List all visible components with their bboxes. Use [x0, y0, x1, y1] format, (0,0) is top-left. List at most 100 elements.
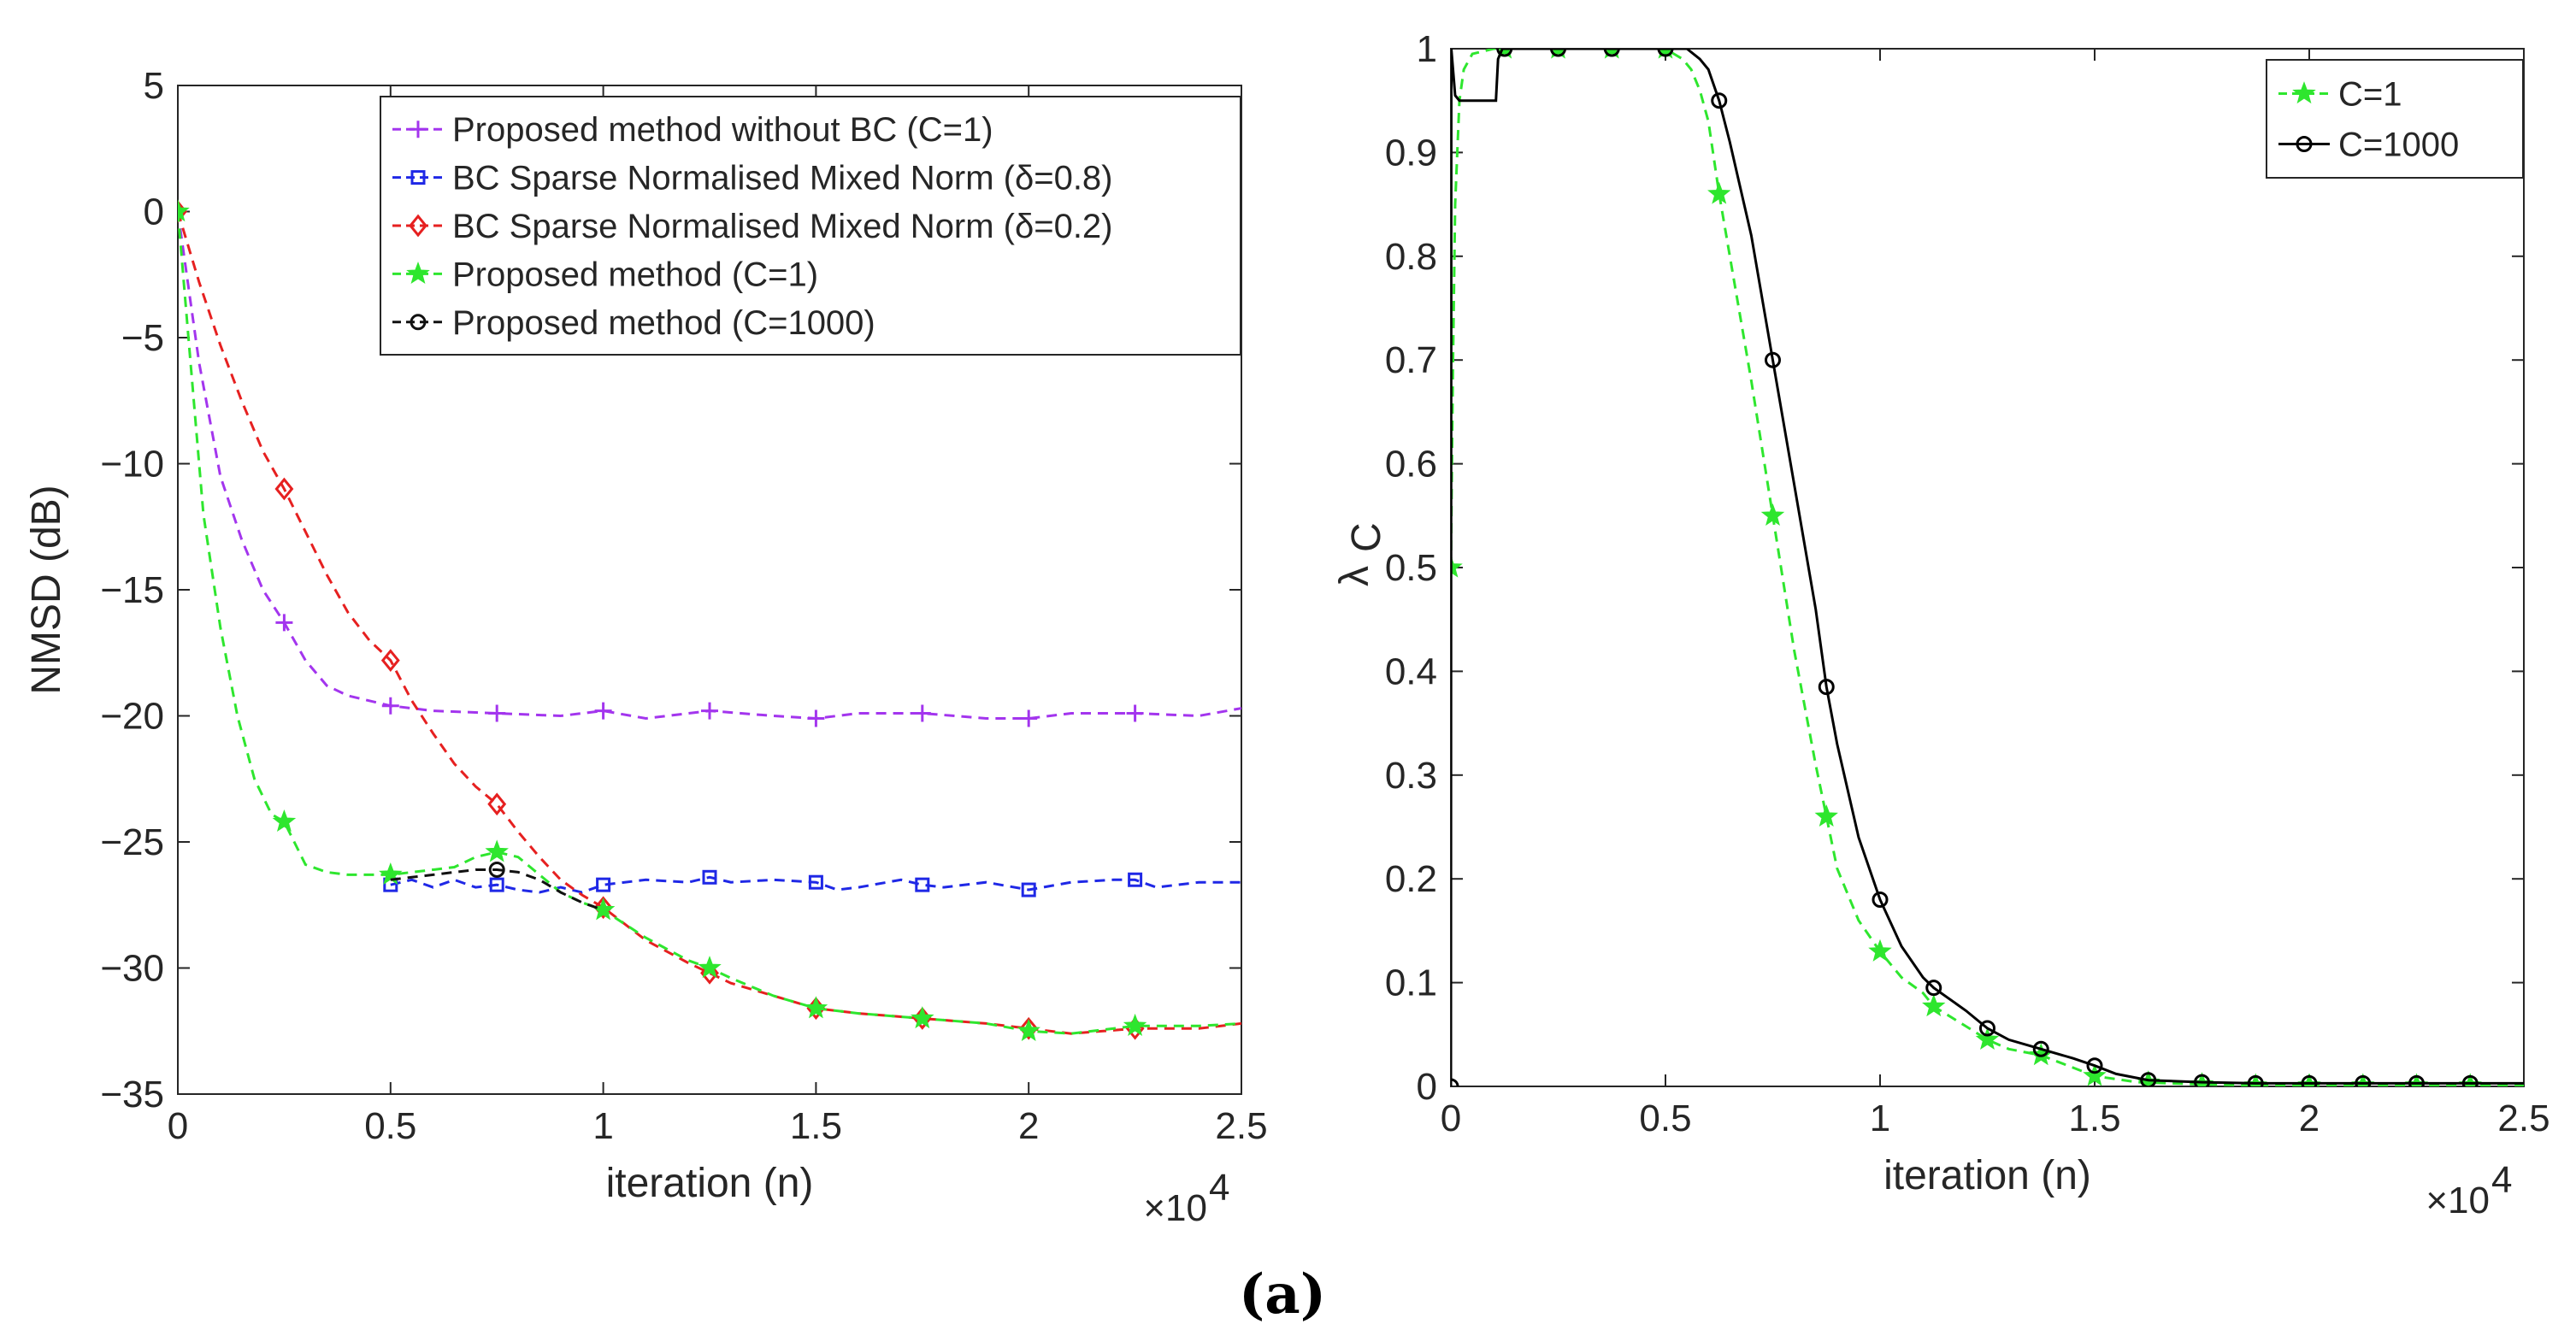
- legend-entry: Proposed method (C=1): [452, 256, 818, 293]
- series-marker-1: [702, 869, 717, 885]
- series-marker-0: [701, 702, 718, 720]
- series-marker-3: [178, 199, 190, 222]
- series-marker-1: [1021, 882, 1036, 897]
- y-axis-label: NMSD (dB): [24, 485, 69, 694]
- series-marker-1: [2194, 1074, 2210, 1086]
- series-marker-1: [1550, 49, 1566, 57]
- series-marker-2: [700, 962, 719, 985]
- y-axis-label-subscript: C: [1344, 522, 1389, 552]
- x-tick-label: 2.5: [2497, 1098, 2549, 1139]
- x-tick-label: 0: [1441, 1098, 1461, 1139]
- y-tick-label: 0.7: [1385, 339, 1437, 381]
- series-marker-1: [1872, 891, 1889, 908]
- legend-entry: BC Sparse Normalised Mixed Norm (δ=0.8): [452, 160, 1113, 197]
- series-marker-1: [2408, 1074, 2425, 1086]
- series-marker-2: [1019, 1016, 1039, 1040]
- x-axis-label: iteration (n): [1883, 1153, 2091, 1198]
- series-marker-3: [272, 809, 297, 833]
- y-tick-label: 0.6: [1385, 444, 1437, 486]
- series-marker-0: [275, 614, 293, 632]
- series-marker-1: [808, 874, 823, 890]
- y-tick-label: 0.5: [1385, 547, 1437, 589]
- series-marker-1: [1818, 679, 1835, 696]
- series-marker-1: [2355, 1074, 2372, 1086]
- series-marker-3: [485, 839, 509, 862]
- series-marker-1: [2461, 1074, 2479, 1086]
- x-exponent-power: 4: [2491, 1159, 2512, 1201]
- y-tick-label: 0.4: [1385, 650, 1437, 692]
- series-marker-1: [2247, 1074, 2264, 1086]
- y-axis-label: λ: [1332, 566, 1377, 586]
- series-marker-1: [1496, 49, 1513, 57]
- y-tick-label: −25: [100, 821, 164, 863]
- series-marker-1: [1925, 980, 1942, 997]
- series-marker-1: [489, 877, 504, 892]
- x-axis-label: iteration (n): [606, 1161, 814, 1206]
- legend-swatch-marker: [410, 170, 426, 185]
- series-marker-1: [1128, 872, 1143, 887]
- x-tick-label: 1: [592, 1105, 613, 1147]
- series-marker-0: [488, 704, 506, 722]
- y-tick-label: −30: [100, 948, 164, 990]
- plot-area: [1450, 48, 2525, 1087]
- series-marker-3: [1017, 1018, 1040, 1041]
- series-marker-3: [698, 956, 722, 979]
- series-marker-0: [1868, 939, 1892, 962]
- legend-box: [380, 96, 1241, 356]
- legend-swatch-marker: [410, 121, 427, 138]
- series-marker-2: [274, 477, 294, 501]
- series-marker-0: [594, 702, 612, 720]
- y-tick-label: 0.1: [1385, 962, 1437, 1004]
- series-line-1: [1451, 49, 2524, 1086]
- series-marker-0: [1126, 704, 1144, 722]
- legend-entry: Proposed method without BC (C=1): [452, 111, 993, 149]
- series-layer: [1451, 49, 2524, 1086]
- series-marker-4: [488, 861, 505, 878]
- series-marker-3: [911, 1006, 934, 1029]
- series-line-4: [390, 868, 604, 912]
- series-marker-1: [1603, 49, 1620, 57]
- series-layer: [178, 199, 1241, 1041]
- series-marker-0: [1975, 1027, 2000, 1050]
- legend-swatch-marker: [2296, 136, 2313, 152]
- y-tick-label: 0.3: [1385, 755, 1437, 797]
- series-marker-0: [1922, 994, 1946, 1017]
- series-marker-0: [1814, 803, 1838, 827]
- nmsd-chart: 0 0.5 1 1.5 2 2.5 5 0 −5 −10 −15 −20 −25 −30 −35 iterat…: [24, 65, 1268, 1229]
- x-tick-label: 2.5: [1215, 1105, 1267, 1147]
- y-tick-label: −35: [100, 1074, 164, 1115]
- y-tick-label: 5: [144, 65, 164, 107]
- series-marker-2: [487, 792, 507, 816]
- series-marker-0: [1760, 503, 1785, 526]
- y-tick-label: 0.9: [1385, 132, 1437, 174]
- x-exponent-power: 4: [1209, 1167, 1229, 1209]
- x-tick-label: 1.5: [2068, 1098, 2120, 1139]
- series-marker-3: [804, 996, 828, 1019]
- lambda-chart: 0 0.5 1 1.5 2 2.5 0 0.1 0.2 0.3 0.4 0.5 0.6 0.7 0.8 0.9…: [1332, 28, 2550, 1221]
- y-tick-label: 1: [1417, 28, 1437, 70]
- y-tick-label: 0: [144, 191, 164, 233]
- series-marker-0: [1020, 709, 1038, 727]
- y-tick-label: −15: [100, 569, 164, 611]
- x-tick-label: 0: [168, 1105, 188, 1147]
- series-marker-0: [913, 704, 931, 722]
- y-tick-label: 0: [1417, 1066, 1437, 1108]
- y-axis-label-group: λC: [1332, 522, 1389, 586]
- legend-entry: C=1: [2338, 76, 2402, 114]
- x-tick-label: 1: [1870, 1098, 1890, 1139]
- series-marker-1: [2032, 1040, 2049, 1057]
- legend-box: [2266, 59, 2524, 179]
- x-tick-label: 0.5: [364, 1105, 416, 1147]
- y-tick-label: 0.8: [1385, 236, 1437, 278]
- x-tick-label: 0.5: [1639, 1098, 1691, 1139]
- series-marker-1: [2086, 1057, 2103, 1074]
- y-tick-label: −5: [121, 317, 164, 359]
- series-marker-2: [593, 896, 613, 920]
- series-marker-0: [2083, 1063, 2107, 1086]
- series-marker-0: [807, 709, 825, 727]
- legend-entry: BC Sparse Normalised Mixed Norm (δ=0.2): [452, 208, 1113, 245]
- series-line-3: [178, 211, 1241, 1035]
- series-marker-0: [381, 697, 399, 715]
- series-marker-1: [1979, 1020, 1995, 1037]
